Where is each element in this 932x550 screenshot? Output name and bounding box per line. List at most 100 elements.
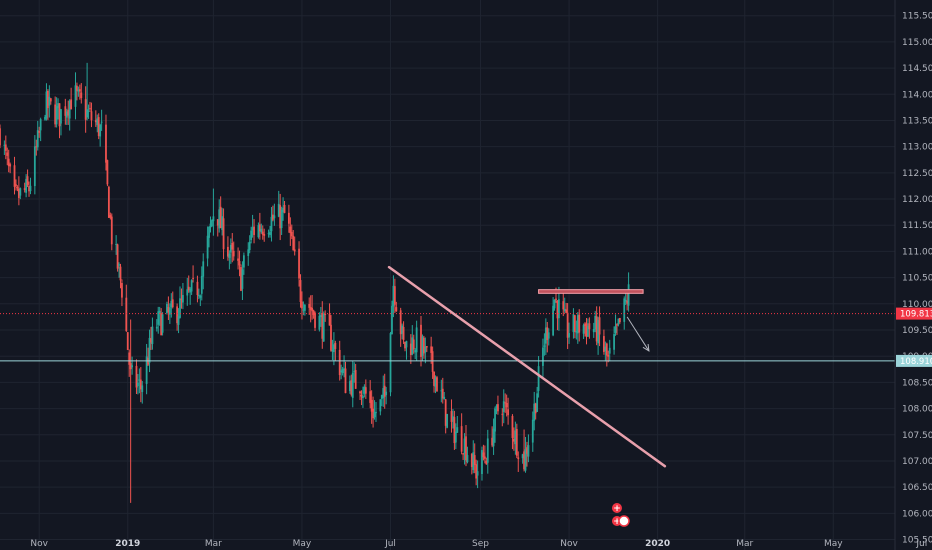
candle-body <box>247 249 250 257</box>
candle-body <box>372 408 374 419</box>
candle-body <box>604 346 607 352</box>
candle-body <box>227 246 229 257</box>
candle-body <box>527 445 530 457</box>
candle-body <box>261 231 264 235</box>
x-tick-label: 2020 <box>645 539 670 549</box>
candle-body <box>558 299 560 319</box>
candle-body <box>74 85 77 107</box>
candle-body <box>49 98 52 102</box>
candle-body <box>515 428 518 456</box>
candle-body <box>260 228 263 233</box>
candle-body <box>179 298 181 318</box>
candle-body <box>90 111 93 121</box>
candle-body <box>141 385 144 393</box>
candle-body <box>115 243 118 245</box>
price-axis[interactable]: 105.500 106.000 106.500 107.000 107.500 108.0… <box>902 12 932 546</box>
y-tick-label: 114.000 <box>902 90 932 100</box>
candle-body <box>131 365 134 368</box>
candle-body <box>627 284 630 306</box>
candle-body <box>562 301 565 310</box>
x-tick-label: Jul <box>915 539 927 549</box>
candle-body <box>322 313 325 342</box>
forecast-arrow[interactable] <box>626 316 650 352</box>
candle-body <box>36 130 39 148</box>
candle-body <box>228 253 231 258</box>
candle-body <box>319 315 322 317</box>
candle-body <box>382 388 385 399</box>
candle-body <box>238 261 241 266</box>
candle-body <box>334 342 337 349</box>
candle-body <box>466 455 469 463</box>
candle-body <box>536 393 539 412</box>
y-tick-label: 112.000 <box>902 195 932 205</box>
candle-body <box>160 313 163 336</box>
candle-body <box>452 416 454 421</box>
candle-body <box>568 333 570 338</box>
price-axis-panel[interactable] <box>895 0 932 550</box>
candle-body <box>129 363 132 370</box>
candle-body <box>473 455 476 465</box>
x-tick-label: May <box>293 539 312 549</box>
candle-body <box>624 299 627 302</box>
candle-body <box>4 144 7 151</box>
candle-body <box>218 209 221 229</box>
candle-body <box>544 327 547 344</box>
candle-body <box>302 309 305 311</box>
y-tick-label: 106.000 <box>902 509 932 519</box>
x-tick-label: Nov <box>30 539 48 549</box>
candle-body <box>399 310 402 335</box>
y-tick-label: 110.000 <box>902 300 932 310</box>
candle-body <box>25 178 28 193</box>
forecast-arrow-head[interactable] <box>642 343 650 352</box>
candle-body <box>351 372 354 398</box>
candle-body <box>344 368 347 394</box>
candle-body <box>33 146 36 187</box>
candle-body <box>45 91 48 119</box>
candle-body <box>250 230 253 241</box>
candle-body <box>13 165 16 187</box>
candle-body <box>481 450 483 475</box>
time-axis[interactable]: Nov 2019 Mar May Jul Sep Nov 2020 Mar May Jul <box>30 539 927 549</box>
candle-body <box>517 457 520 460</box>
x-tick-label: Mar <box>736 539 753 549</box>
candle-body <box>109 215 112 218</box>
candle-body <box>309 307 312 310</box>
candle-body <box>208 226 210 238</box>
trendline[interactable] <box>387 265 667 468</box>
candle-body <box>423 337 425 354</box>
candle-body <box>9 164 12 167</box>
event-icons[interactable]: ++ <box>611 503 630 527</box>
resistance-box[interactable] <box>538 289 644 294</box>
event-icon[interactable] <box>618 515 630 527</box>
candle-body <box>578 314 581 333</box>
y-tick-label: 105.500 <box>902 536 932 546</box>
candle-body <box>182 295 184 303</box>
candle-body <box>456 427 459 433</box>
candle-body <box>116 244 119 269</box>
candle-body <box>607 354 610 357</box>
candle-body <box>282 207 284 212</box>
candle-body <box>253 226 255 235</box>
candle-body <box>58 103 61 127</box>
candle-body <box>23 188 26 190</box>
candle-body <box>341 369 344 374</box>
candle-body <box>16 187 19 189</box>
candle-body <box>598 317 601 335</box>
candle-body <box>486 438 489 463</box>
candle-body <box>170 300 173 308</box>
candle-body <box>582 325 585 334</box>
candle-body <box>440 390 443 392</box>
candle-body <box>359 391 361 394</box>
candle-body <box>138 379 141 381</box>
candle-body <box>502 401 505 412</box>
event-icon[interactable] <box>611 503 622 513</box>
candle-body <box>393 286 396 305</box>
candle-body <box>588 323 591 330</box>
drawings[interactable]: ++ <box>387 265 667 527</box>
y-tick-label: 112.500 <box>902 169 932 179</box>
candle-body <box>533 403 536 421</box>
